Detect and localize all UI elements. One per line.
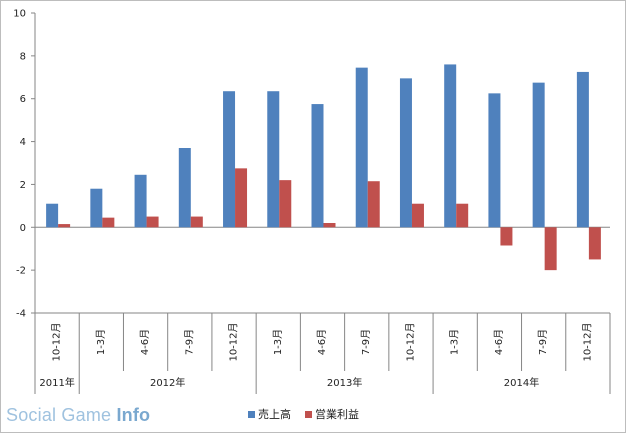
x-tick-label: 10-12月 bbox=[228, 322, 240, 361]
y-tick-label: 10 bbox=[13, 9, 26, 20]
x-tick-label: 10-12月 bbox=[51, 322, 63, 361]
bar-operating-profit bbox=[146, 216, 159, 228]
y-tick-label: -4 bbox=[16, 309, 26, 320]
y-tick-label: -2 bbox=[16, 266, 26, 277]
year-label: 2012年 bbox=[150, 376, 185, 389]
bar-sales bbox=[576, 71, 589, 228]
bar-operating-profit bbox=[456, 203, 469, 228]
x-tick-label: 10-12月 bbox=[404, 322, 416, 361]
bar-sales bbox=[90, 188, 103, 228]
x-tick-label: 1-3月 bbox=[272, 329, 284, 355]
x-tick-label: 10-12月 bbox=[581, 322, 593, 361]
watermark-text: Social Game bbox=[6, 405, 117, 425]
bar-sales bbox=[134, 174, 147, 228]
bar-operating-profit bbox=[279, 180, 292, 228]
legend-label-sales: 売上高 bbox=[258, 408, 291, 421]
bar-operating-profit bbox=[588, 227, 601, 260]
watermark-logo: Social Game Info bbox=[6, 405, 150, 426]
x-tick-label: 7-9月 bbox=[183, 329, 195, 355]
bar-sales bbox=[311, 104, 324, 228]
x-tick-label: 4-6月 bbox=[316, 329, 328, 355]
x-tick-label: 4-6月 bbox=[139, 329, 151, 355]
bar-operating-profit bbox=[367, 181, 380, 228]
bar-operating-profit bbox=[411, 203, 424, 228]
legend-label-profit: 営業利益 bbox=[315, 408, 359, 421]
x-tick-label: 1-3月 bbox=[95, 329, 107, 355]
bar-sales bbox=[532, 82, 545, 228]
y-tick-label: 4 bbox=[20, 137, 26, 148]
bar-operating-profit bbox=[102, 217, 115, 228]
bar-sales bbox=[46, 203, 59, 228]
bar-operating-profit bbox=[323, 223, 336, 228]
bar-sales bbox=[488, 93, 501, 228]
bar-sales bbox=[355, 67, 368, 228]
x-tick-label: 4-6月 bbox=[493, 329, 505, 355]
bar-operating-profit bbox=[190, 216, 203, 228]
bar-sales bbox=[178, 148, 191, 228]
year-label: 2013年 bbox=[327, 376, 362, 389]
bar-sales bbox=[399, 78, 412, 228]
x-tick-label: 7-9月 bbox=[537, 329, 549, 355]
watermark-text-bold: Info bbox=[116, 405, 151, 425]
bar-operating-profit bbox=[500, 227, 513, 246]
bar-operating-profit bbox=[544, 227, 557, 271]
y-tick-label: 2 bbox=[20, 180, 26, 191]
legend-item-sales: 売上高 bbox=[248, 406, 291, 422]
year-label: 2014年 bbox=[504, 376, 539, 389]
y-tick-label: 0 bbox=[20, 223, 26, 234]
x-tick-label: 7-9月 bbox=[360, 329, 372, 355]
y-tick-label: 6 bbox=[20, 94, 26, 105]
bar-sales bbox=[444, 64, 457, 228]
bar-operating-profit bbox=[58, 224, 71, 228]
legend-item-profit: 営業利益 bbox=[305, 406, 359, 422]
legend-swatch-profit bbox=[305, 410, 312, 418]
y-tick-label: 8 bbox=[20, 51, 26, 62]
legend: 売上高 営業利益 bbox=[248, 406, 359, 422]
bar-operating-profit bbox=[235, 168, 248, 228]
x-tick-label: 1-3月 bbox=[449, 329, 461, 355]
bar-sales bbox=[223, 91, 236, 228]
year-label: 2011年 bbox=[39, 376, 74, 389]
bar-sales bbox=[267, 91, 280, 228]
legend-swatch-sales bbox=[248, 410, 255, 418]
